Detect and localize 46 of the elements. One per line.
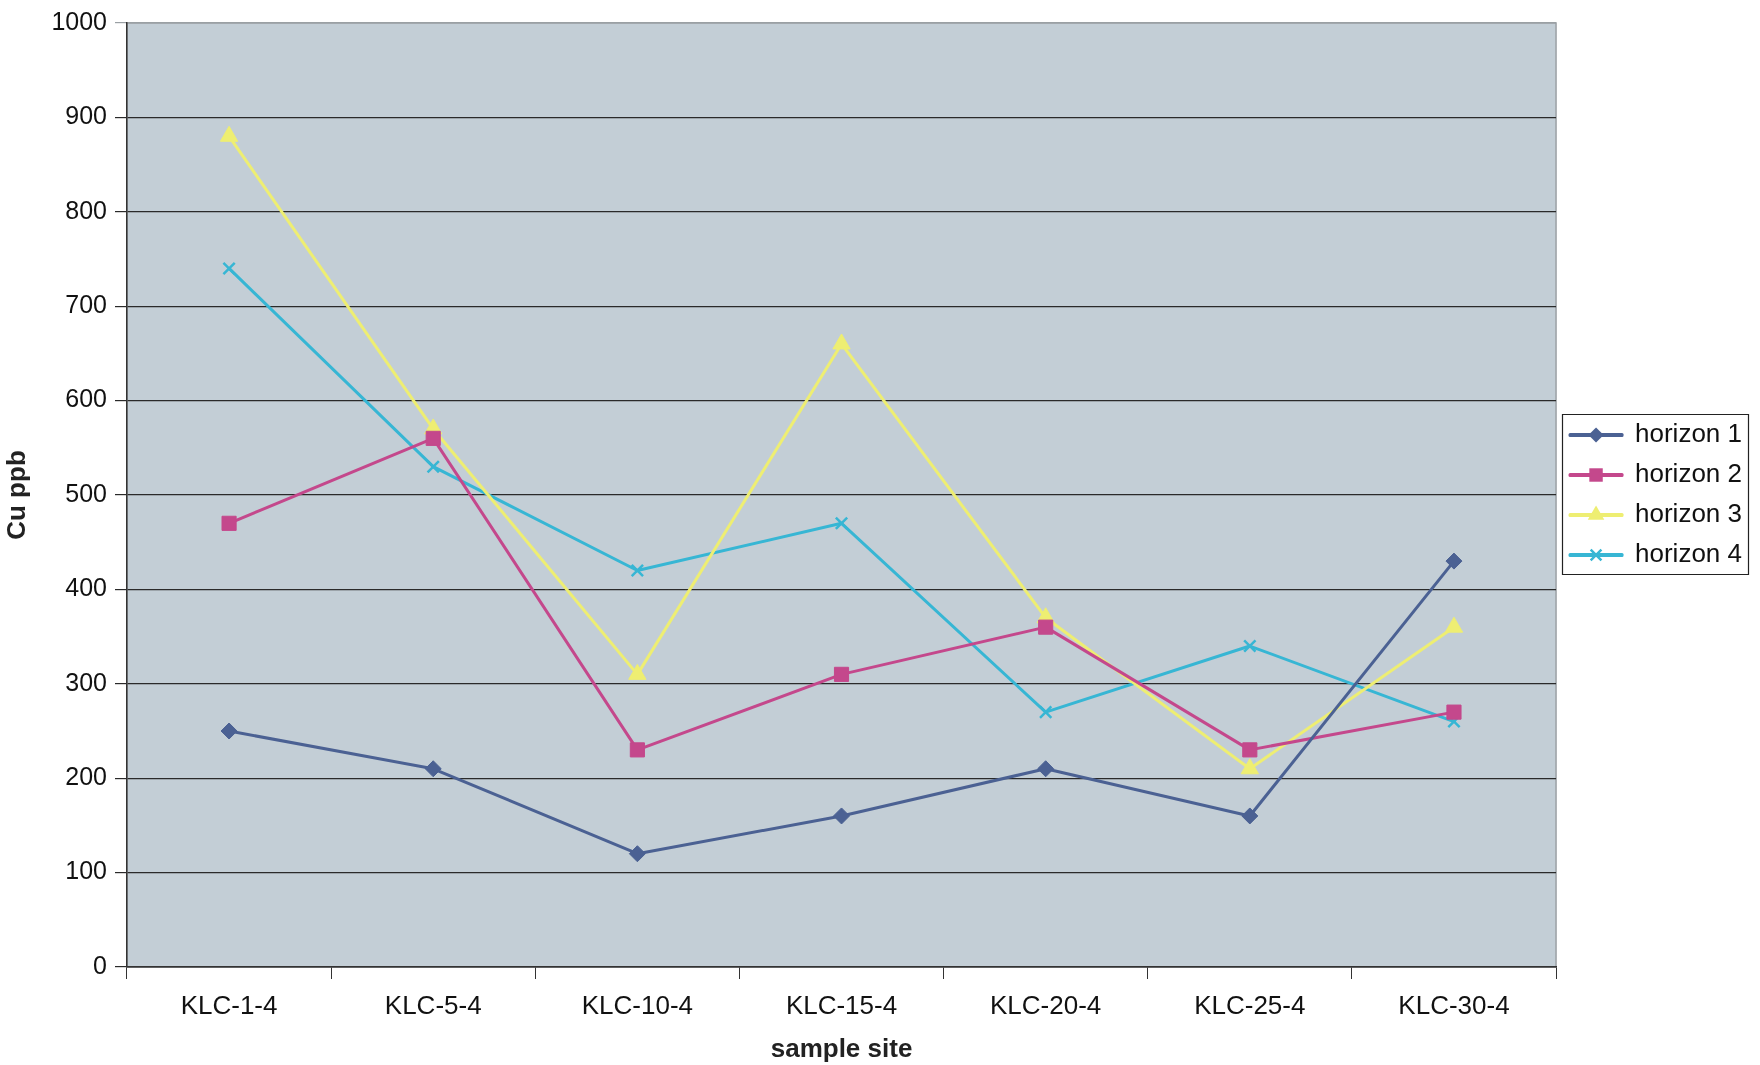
y-tick-label: 700 — [65, 290, 107, 319]
y-tick-label: 400 — [65, 573, 107, 602]
x-tick-label: KLC-5-4 — [384, 989, 482, 1020]
point — [1446, 704, 1462, 720]
point — [221, 515, 237, 531]
point — [1038, 705, 1053, 720]
point — [219, 125, 239, 142]
point — [628, 845, 646, 863]
point — [1445, 552, 1463, 570]
y-tick-label: 900 — [65, 101, 107, 130]
point — [630, 563, 645, 578]
y-tick-label: 300 — [65, 667, 107, 696]
point — [222, 261, 236, 276]
y-tick-label: 500 — [65, 478, 107, 507]
x-axis-title: sample site — [770, 1032, 913, 1063]
x-tick-label: KLC-15-4 — [785, 989, 898, 1020]
point — [424, 760, 442, 778]
point — [1037, 760, 1055, 778]
point — [220, 722, 238, 740]
point — [834, 516, 849, 531]
point — [832, 333, 851, 350]
y-tick-label: 600 — [65, 384, 107, 413]
y-tick-label: 800 — [65, 195, 107, 224]
point — [1242, 639, 1257, 653]
y-axis-title: Cu ppb — [0, 450, 31, 540]
point — [425, 430, 441, 446]
point — [629, 742, 645, 758]
x-tick-label: KLC-30-4 — [1398, 989, 1510, 1020]
legend-label: horizon 3 — [1635, 498, 1743, 529]
legend-label: horizon 1 — [1635, 418, 1743, 449]
y-tick-label: 0 — [93, 950, 107, 979]
point — [1241, 807, 1259, 825]
x-tick-label: KLC-10-4 — [581, 989, 694, 1020]
x-tick-label: KLC-20-4 — [990, 989, 1102, 1020]
point — [426, 459, 441, 474]
legend-label: horizon 4 — [1635, 538, 1743, 569]
y-tick-label: 200 — [65, 762, 107, 791]
y-tick-label: 100 — [65, 856, 107, 885]
x-tick-label: KLC-1-4 — [180, 989, 278, 1020]
point — [833, 807, 851, 825]
point — [1242, 742, 1258, 758]
y-tick-label: 1000 — [51, 6, 107, 35]
legend-label: horizon 2 — [1635, 458, 1743, 489]
point — [833, 666, 850, 682]
x-tick-label: KLC-25-4 — [1194, 989, 1306, 1020]
point — [1038, 619, 1054, 635]
